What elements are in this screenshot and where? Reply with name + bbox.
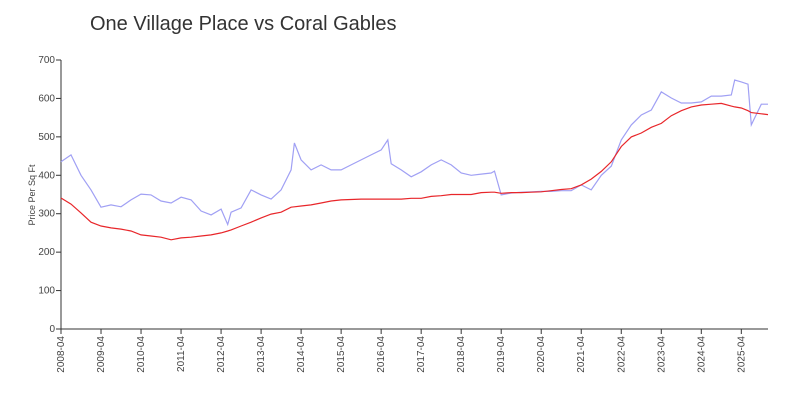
y-tick-label: 0 [49, 324, 55, 335]
y-tick-label: 500 [38, 132, 55, 143]
y-tick-label: 200 [38, 247, 55, 258]
x-tick-label: 2025-04 [736, 336, 747, 373]
x-tick-label: 2012-04 [216, 336, 227, 373]
x-tick-label: 2015-04 [336, 336, 347, 373]
y-axis-label: Price Per Sq Ft [27, 164, 37, 226]
chart-title: One Village Place vs Coral Gables [90, 13, 396, 35]
y-tick-label: 400 [38, 170, 55, 181]
y-tick-label: 300 [38, 209, 55, 220]
x-tick-label: 2014-04 [296, 336, 307, 373]
x-tick-label: 2024-04 [696, 336, 707, 373]
x-tick-label: 2020-04 [536, 336, 547, 373]
series-line [60, 102, 769, 241]
x-tick-label: 2016-04 [376, 336, 387, 373]
x-tick-label: 2010-04 [136, 336, 147, 373]
y-tick-label: 100 [38, 286, 55, 297]
x-tick-label: 2019-04 [496, 336, 507, 373]
y-tick-label: 700 [38, 55, 55, 66]
x-tick-label: 2013-04 [256, 336, 267, 373]
x-tick-label: 2021-04 [576, 336, 587, 373]
x-tick-label: 2018-04 [456, 336, 467, 373]
x-tick-label: 2023-04 [656, 336, 667, 373]
series-line [60, 79, 768, 227]
x-tick-label: 2011-04 [176, 336, 187, 372]
x-tick-label: 2009-04 [96, 336, 107, 373]
y-tick-label: 600 [38, 93, 55, 104]
x-tick-label: 2022-04 [616, 336, 627, 373]
x-tick-label: 2008-04 [56, 336, 67, 373]
x-tick-label: 2017-04 [416, 336, 427, 373]
